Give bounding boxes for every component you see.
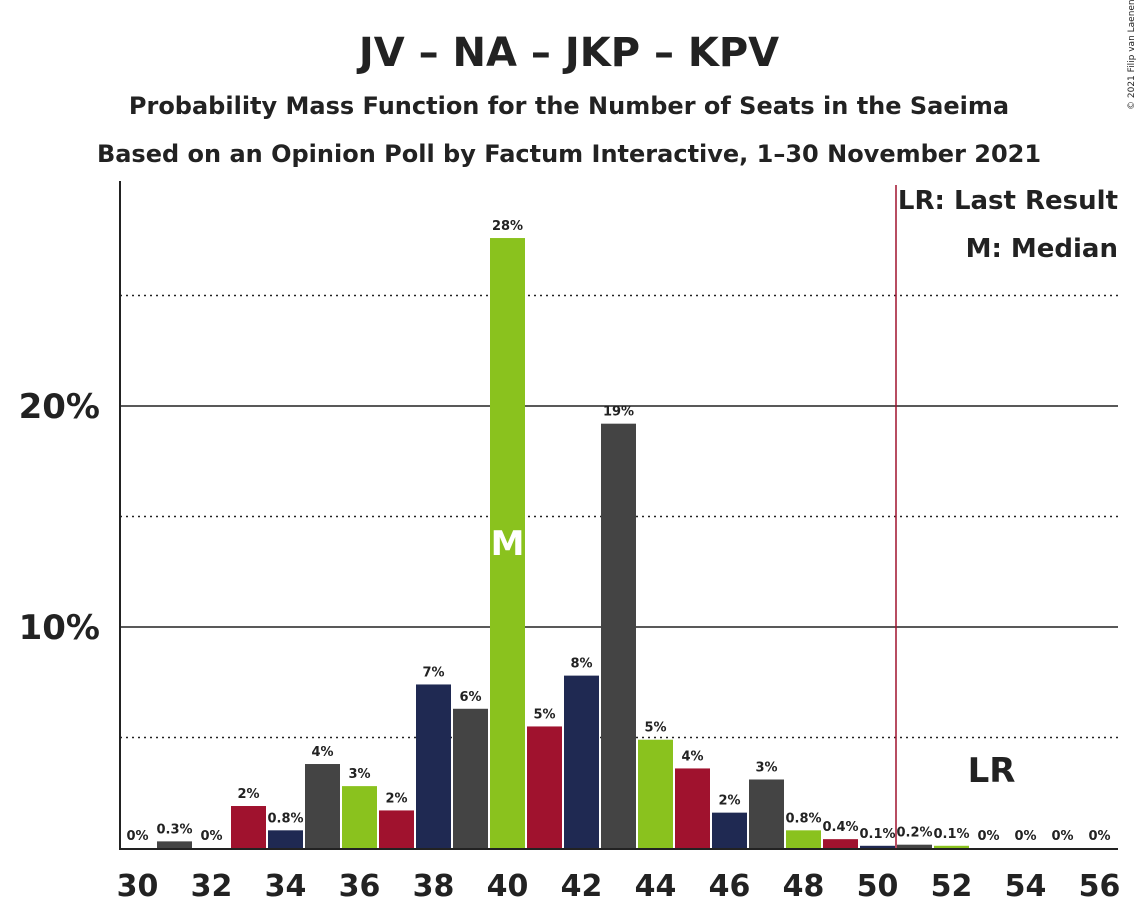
bar [305,764,340,848]
data-label: 5% [644,721,666,736]
data-label: 0.1% [933,827,969,842]
bar [416,684,451,848]
y-tick-label: 20% [19,387,100,427]
x-tick-label: 46 [709,869,751,904]
data-label: 0% [977,829,999,844]
x-tick-label: 34 [265,869,307,904]
x-tick-label: 38 [413,869,455,904]
last-result-marker: LR [968,751,1016,791]
data-label: 0.1% [859,827,895,842]
x-tick-label: 54 [1005,869,1047,904]
bar [638,739,673,848]
grid-lines: 10% 20% [19,294,1118,739]
median-marker: M [491,524,525,564]
data-label: 6% [459,690,481,705]
bar [786,830,821,848]
bar [342,786,377,848]
y-tick-label: 10% [19,608,100,648]
x-tick-label: 50 [857,869,899,904]
bar [564,675,599,848]
data-label: 2% [385,791,407,806]
bar [601,423,636,848]
chart-title: JV – NA – JKP – KPV [356,30,779,76]
x-tick-label: 44 [635,869,677,904]
x-tick-label: 36 [339,869,381,904]
bar [712,812,747,848]
data-label: 4% [311,745,333,760]
data-label: 0.8% [267,811,303,826]
x-tick-label: 48 [783,869,825,904]
legend-last-result: LR: Last Result [898,186,1118,216]
data-label: 0% [126,829,148,844]
data-label: 0% [1051,829,1073,844]
data-label: 2% [237,787,259,802]
bars-group [157,238,969,849]
x-tick-label: 56 [1079,869,1121,904]
data-label: 3% [755,760,777,775]
copyright-credit: © 2021 Filip van Laenen [1127,0,1137,110]
data-label: 19% [603,405,634,420]
bar [675,768,710,848]
x-tick-label: 42 [561,869,603,904]
bar [379,810,414,848]
bar [527,726,562,848]
chart-subtitle: Probability Mass Function for the Number… [129,92,1009,120]
bar [268,830,303,848]
bar [823,839,858,848]
bar [897,844,932,848]
bar [157,841,192,848]
data-label: 28% [492,219,523,234]
x-tick-label: 30 [117,869,159,904]
x-tick-label: 32 [191,869,233,904]
data-label: 7% [422,665,444,680]
data-label: 0% [1014,829,1036,844]
data-label: 5% [533,707,555,722]
x-tick-label: 40 [487,869,529,904]
data-label: 8% [570,657,592,672]
data-label: 0% [1088,829,1110,844]
axes-group: LR 30 32 34 36 38 40 42 44 46 48 50 52 54 56 [117,181,1121,904]
data-label: 0.8% [785,811,821,826]
bar [490,238,525,849]
bar [860,845,895,848]
data-labels-group: 0% 0.3% 0% 2% 0.8% 4% 3% 2% 7% 6% 28% 5% 8% 19% 5% 4% 2%… [126,219,1110,844]
data-label: 0.4% [822,820,858,835]
data-label: 4% [681,749,703,764]
data-label: 3% [348,767,370,782]
bar [453,708,488,848]
data-label: 0.2% [896,826,932,841]
bar [749,779,784,848]
legend-median: M: Median [966,234,1118,264]
data-label: 2% [718,794,740,809]
bar [231,806,266,848]
chart-subtitle-source: Based on an Opinion Poll by Factum Inter… [97,140,1041,168]
data-label: 0.3% [156,822,192,837]
data-label: 0% [200,829,222,844]
x-tick-label: 52 [931,869,973,904]
bar [934,845,969,848]
